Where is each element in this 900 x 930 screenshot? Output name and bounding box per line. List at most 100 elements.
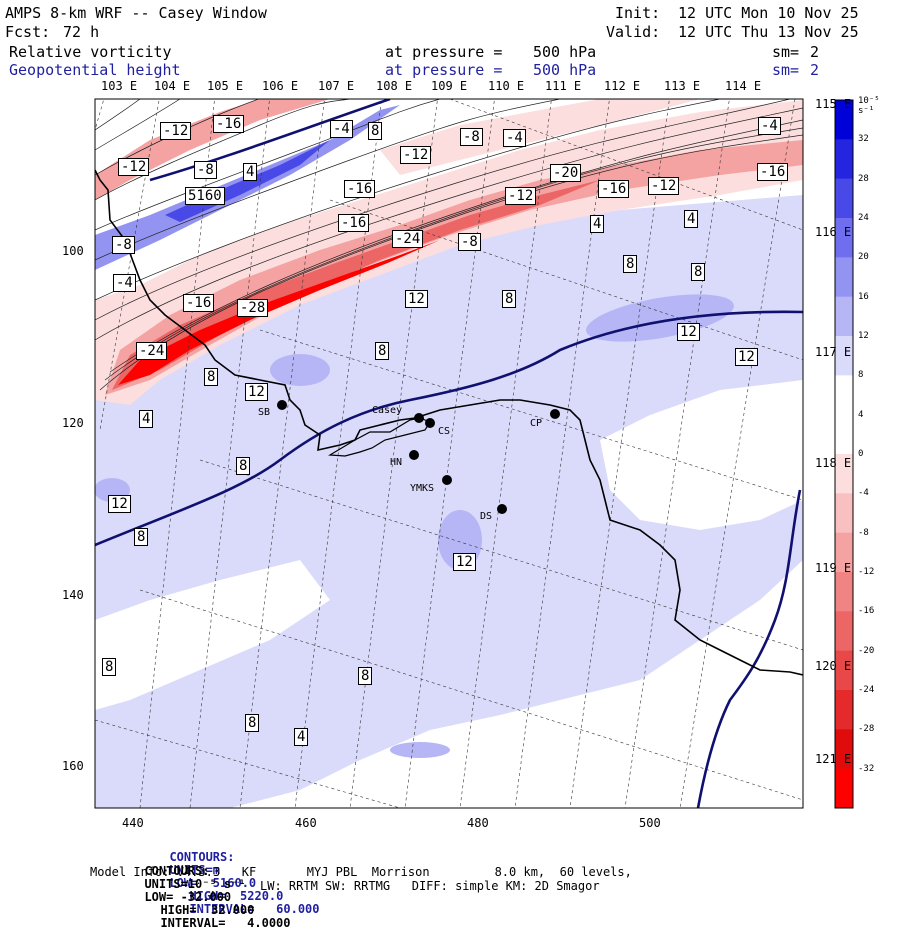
vorticity-contour-line [95, 99, 141, 131]
station-label-ymks: YMKS [410, 483, 435, 494]
contour-label: 4 [590, 215, 605, 233]
station-label-sb: SB [258, 407, 271, 418]
grid-parallel [259, 329, 803, 501]
coastline [95, 169, 803, 676]
contour-label: 8 [134, 528, 149, 546]
init-value: 12 UTC Mon 10 Nov 25 [678, 4, 859, 22]
x-tick-label: 440 [122, 816, 144, 830]
y-tick-label: 160 [62, 759, 84, 773]
colorbar-label: 0 [858, 449, 864, 459]
colorbar-frame [834, 99, 854, 809]
grid-parallel [329, 199, 803, 361]
vorticity-fill-white-patch [600, 380, 803, 530]
footer-vort-high: HIGH= 32.000 [160, 903, 255, 917]
contour-label: -16 [338, 214, 370, 232]
y-tick-label: 140 [62, 588, 84, 602]
contour-label: -8 [458, 233, 481, 251]
station-marker-ymks [442, 475, 452, 485]
fcst-value: 72 h [63, 23, 100, 41]
station-label-hn: HN [390, 457, 403, 468]
contour-label: -16 [757, 163, 789, 181]
station-marker-hn [409, 450, 419, 460]
vorticity-contour-line [109, 119, 803, 373]
contour-label: 12 [245, 383, 268, 401]
contour-label: -24 [392, 230, 424, 248]
contour-label: 8 [368, 122, 383, 140]
field-level-label-vorticity: at pressure = [385, 43, 503, 61]
footer-vort-label: CONTOURS: [144, 864, 210, 878]
lon-label: 110 E [488, 79, 525, 93]
vorticity-contours [95, 99, 803, 391]
colorbar-label: -24 [858, 685, 875, 695]
vorticity-contour-line [104, 127, 803, 381]
height-contour [696, 489, 802, 808]
lon-label-right: 115 E [815, 97, 852, 111]
contour-label: 12 [108, 495, 131, 513]
colorbar-swatch [835, 218, 853, 258]
vorticity-fill-12 [390, 742, 450, 758]
geopotential-contours [95, 99, 803, 808]
station-marker-cs [425, 418, 435, 428]
vorticity-fill-negative-upper [380, 99, 700, 175]
grid-parallel [139, 589, 803, 801]
colorbar-label: -32 [858, 763, 875, 774]
lon-label: 109 E [431, 79, 468, 93]
grid-meridian [624, 99, 730, 808]
vorticity-contour-line [95, 99, 721, 301]
station-marker-cp [550, 409, 560, 419]
lon-label: 108 E [376, 79, 413, 93]
contour-label: -28 [237, 299, 269, 317]
field-level-label-height: at pressure = [385, 61, 503, 79]
contour-label: 4 [294, 728, 309, 746]
contour-label: -4 [113, 274, 136, 292]
station-label-ds: DS [480, 511, 493, 522]
contour-label: -4 [330, 120, 353, 138]
lon-label: 113 E [664, 79, 701, 93]
contour-label: -16 [213, 115, 245, 133]
field-name-height: Geopotential height [9, 61, 181, 79]
field-name-vorticity: Relative vorticity [9, 43, 172, 61]
colorbar-swatch [835, 336, 853, 376]
vorticity-contour-line [95, 99, 271, 176]
contour-label: -12 [505, 187, 537, 205]
colorbar-label: 4 [858, 409, 864, 420]
vorticity-contour-line [95, 99, 561, 261]
colorbar-label: 24 [858, 213, 869, 223]
colorbar-swatch [835, 572, 853, 612]
contour-label: 8 [375, 342, 390, 360]
colorbar-swatch [835, 768, 853, 809]
vorticity-contour-line [99, 134, 803, 391]
footer-vort-units: UNITS=10⁻⁵ s⁻¹ [144, 877, 246, 891]
colorbar-swatch [835, 532, 853, 573]
lon-label-right: 120 E [815, 659, 852, 673]
station-label-cs: CS [438, 426, 451, 437]
contour-label: -4 [758, 117, 781, 135]
colorbar-swatch [835, 375, 853, 416]
app-title: AMPS 8-km WRF -- Casey Window [5, 4, 267, 22]
field-smooth-value-vorticity: 2 [810, 43, 820, 61]
contour-label: 4 [243, 163, 258, 181]
station-marker-sb [277, 400, 287, 410]
fcst-label: Fcst: [5, 23, 51, 41]
height-contour [95, 310, 803, 547]
y-tick-label: 120 [62, 416, 84, 430]
colorbar-label: 12 [858, 331, 869, 341]
init-label: Init: [615, 4, 661, 22]
contour-label: -12 [118, 158, 150, 176]
vorticity-contour-line [95, 99, 791, 321]
colorbar-label: -20 [858, 645, 875, 656]
lon-label: 111 E [545, 79, 582, 93]
contour-label: -12 [400, 146, 432, 164]
contour-label: 8 [358, 667, 373, 685]
valid-value: 12 UTC Thu 13 Nov 25 [678, 23, 859, 41]
lon-label: 106 E [262, 79, 299, 93]
colorbar-swatch [835, 650, 853, 691]
grid-meridian [95, 99, 105, 131]
colorbar-label: -8 [858, 527, 869, 538]
field-level-value-vorticity: 500 hPa [533, 43, 597, 61]
colorbar-swatch [835, 611, 853, 652]
colorbar-swatch [835, 139, 853, 180]
contour-label: -16 [344, 180, 376, 198]
vorticity-fill-negative-core [112, 180, 600, 390]
colorbar-label: -16 [858, 606, 875, 617]
